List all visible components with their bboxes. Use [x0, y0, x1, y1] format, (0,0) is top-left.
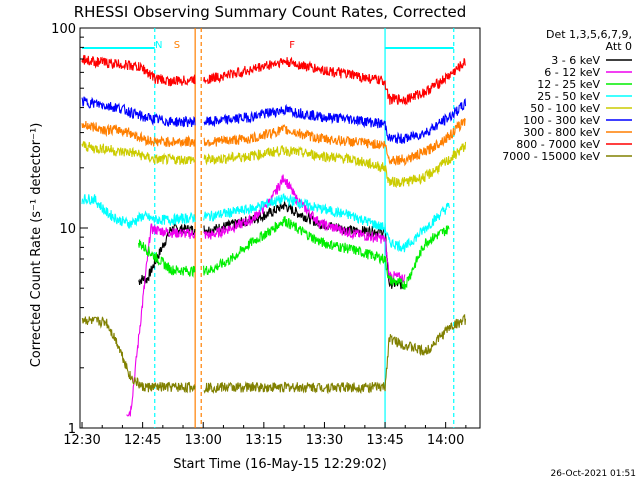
y-tick-label-3: 100: [51, 22, 76, 37]
legend-label-4: 25 - 50 keV: [537, 90, 600, 103]
y-axis-label: Corrected Count Rate (s⁻¹ detector⁻¹): [29, 123, 44, 368]
annotation-n: N: [155, 40, 162, 51]
x-tick-label-1: 12:30: [63, 433, 100, 448]
legend-label-1: 3 - 6 keV: [551, 54, 600, 67]
x-tick-label-7: 14:00: [427, 433, 464, 448]
series-line-5: [81, 141, 467, 189]
legend-label-6: 100 - 300 keV: [523, 114, 600, 127]
y-tick-label-1: 1: [68, 422, 76, 437]
series-line-3: [138, 215, 450, 290]
x-axis-label: Start Time (16-May-15 12:29:02): [173, 457, 387, 472]
x-tick-label-5: 13:30: [306, 433, 343, 448]
x-tick-label-6: 13:45: [366, 433, 403, 448]
series-line-9: [81, 314, 467, 395]
legend-label-8: 800 - 7000 keV: [516, 138, 600, 151]
legend-label-5: 50 - 100 keV: [530, 102, 600, 115]
x-tick-label-4: 13:15: [245, 433, 282, 448]
legend-header-1: Det 1,3,5,6,7,9,: [546, 28, 632, 41]
legend-label-7: 300 - 800 keV: [523, 126, 600, 139]
legend-label-2: 6 - 12 keV: [544, 66, 600, 79]
series-line-7: [81, 117, 466, 167]
legend-label-9: 7000 - 15000 keV: [502, 150, 600, 163]
y-tick-label-2: 10: [59, 222, 76, 237]
series-line-8: [81, 54, 467, 106]
chart-title: RHESSI Observing Summary Count Rates, Co…: [74, 3, 467, 21]
legend-label-3: 12 - 25 keV: [537, 78, 600, 91]
timestamp: 26-Oct-2021 01:51: [551, 469, 636, 479]
x-tick-label-3: 13:00: [184, 433, 221, 448]
legend-header-2: Att 0: [606, 40, 632, 53]
annotation-f: F: [289, 40, 295, 51]
annotation-s: S: [174, 40, 180, 51]
x-tick-label-2: 12:45: [124, 433, 161, 448]
series-line-4: [81, 193, 451, 253]
series-line-6: [81, 96, 467, 144]
